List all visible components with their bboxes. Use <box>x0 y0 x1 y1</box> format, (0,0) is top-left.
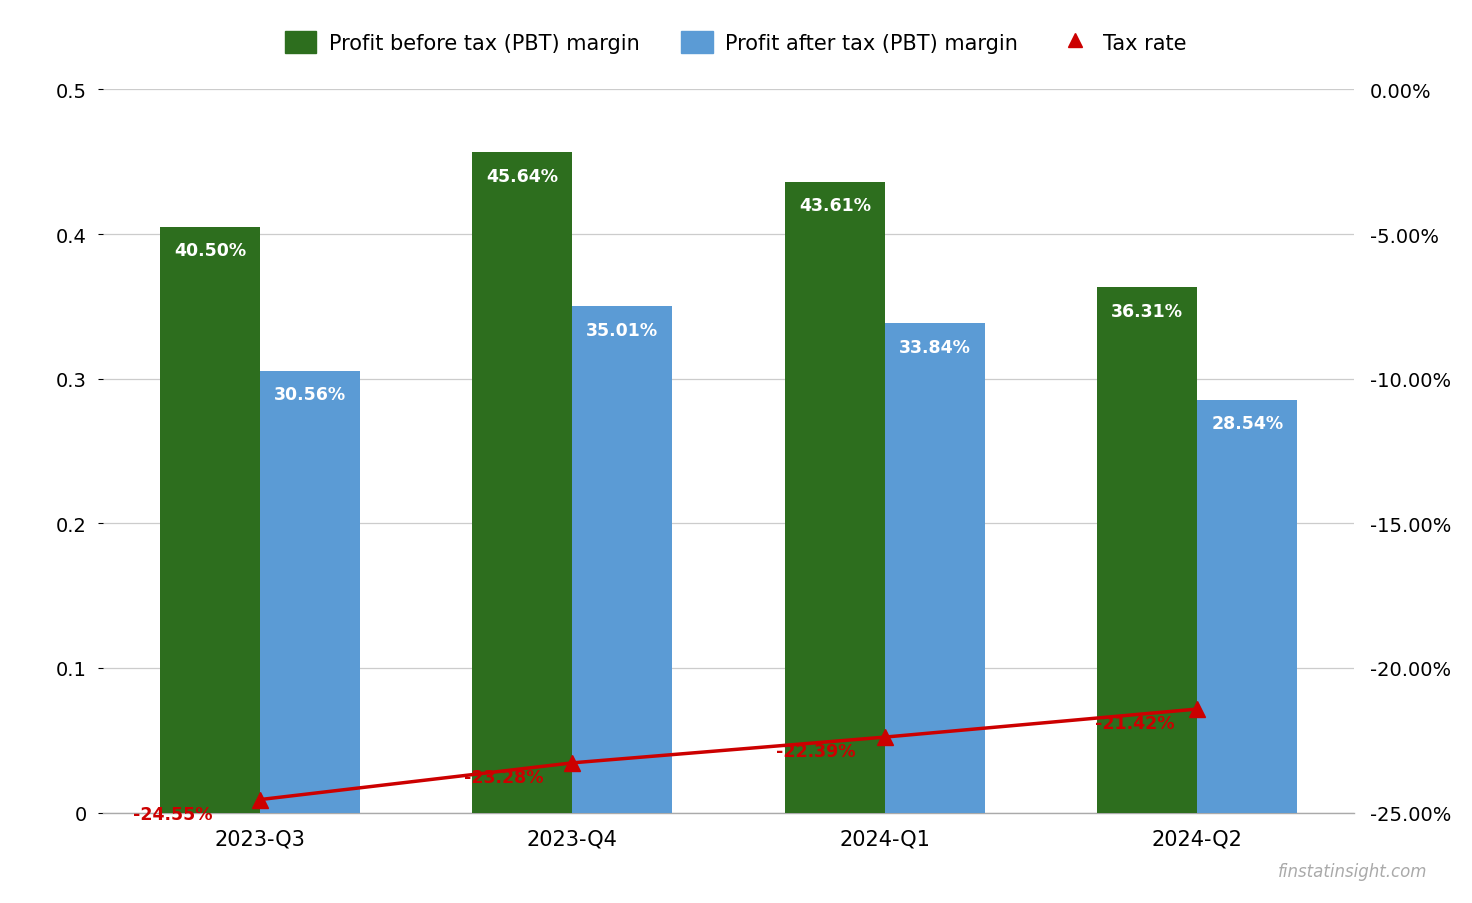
Bar <box>785 182 885 813</box>
Text: -24.55%: -24.55% <box>132 805 212 823</box>
Bar <box>473 154 573 813</box>
Bar <box>1197 400 1297 813</box>
Text: 45.64%: 45.64% <box>486 168 558 186</box>
Text: 28.54%: 28.54% <box>1211 414 1284 433</box>
Bar <box>1097 288 1197 813</box>
Text: -23.28%: -23.28% <box>464 768 543 787</box>
Bar <box>261 371 361 813</box>
Text: 40.50%: 40.50% <box>174 242 246 260</box>
Text: -22.39%: -22.39% <box>776 742 855 760</box>
Bar <box>573 307 673 813</box>
Text: 30.56%: 30.56% <box>274 386 346 404</box>
Text: 36.31%: 36.31% <box>1111 303 1183 321</box>
Legend: Profit before tax (PBT) margin, Profit after tax (PBT) margin, Tax rate: Profit before tax (PBT) margin, Profit a… <box>277 24 1195 62</box>
Text: 35.01%: 35.01% <box>586 321 658 340</box>
Bar <box>160 228 261 813</box>
Text: -21.42%: -21.42% <box>1095 714 1175 732</box>
Text: finstatinsight.com: finstatinsight.com <box>1278 862 1428 880</box>
Bar <box>885 324 985 813</box>
Text: 43.61%: 43.61% <box>799 197 871 215</box>
Text: 33.84%: 33.84% <box>899 339 972 356</box>
